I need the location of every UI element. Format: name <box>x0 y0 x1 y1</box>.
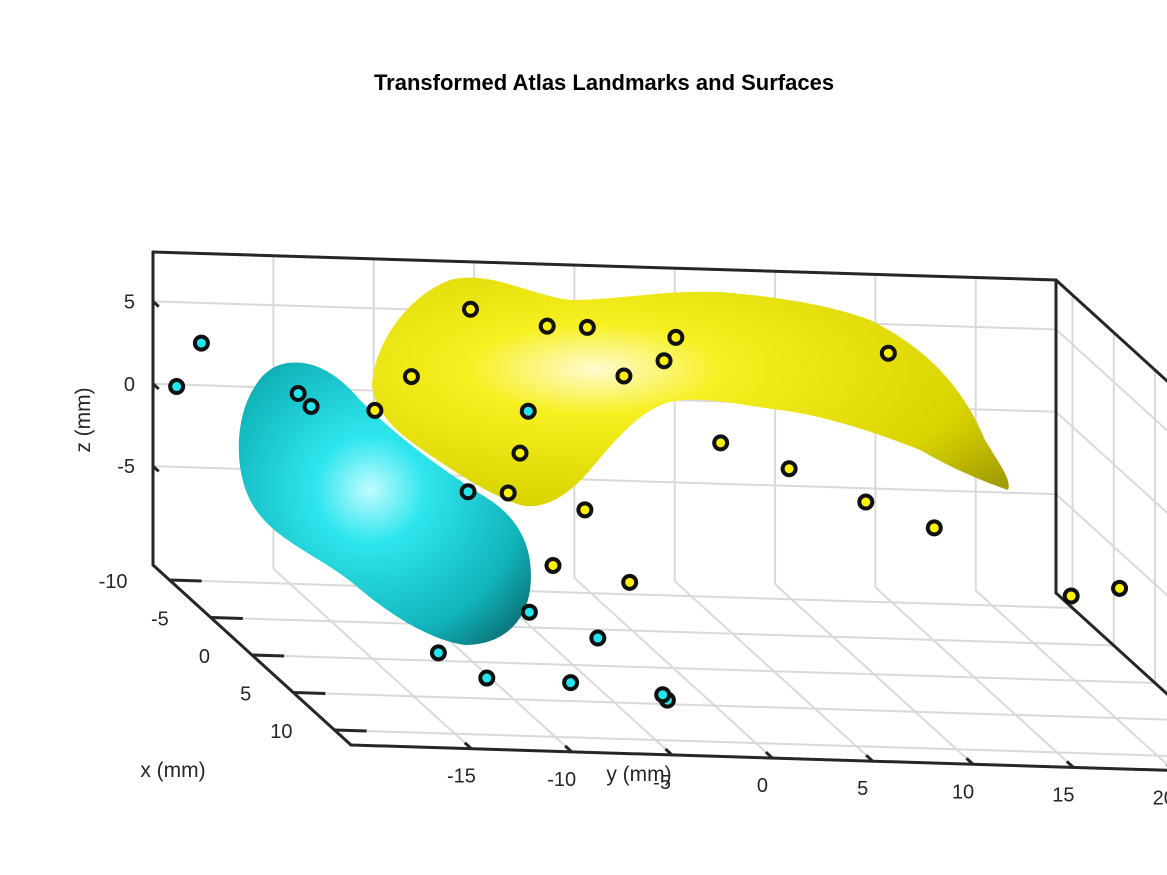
yellow-landmark-point <box>1111 579 1129 597</box>
cyan-surface <box>238 362 531 645</box>
yellow-landmark-point <box>655 352 673 370</box>
yellow-landmark-point <box>879 344 897 362</box>
y-tick-mark <box>1065 760 1075 769</box>
cyan-landmark-point <box>289 385 307 403</box>
axes-box-edge <box>151 250 1058 282</box>
z-tick-label: -5 <box>117 456 135 478</box>
axes-box-edge <box>1054 278 1167 383</box>
chart-title: Transformed Atlas Landmarks and Surfaces <box>374 70 834 95</box>
y-tick-label: -10 <box>547 769 576 791</box>
x-tick-label: 5 <box>240 684 251 706</box>
x-tick-mark <box>210 616 243 620</box>
floor-grid-line <box>272 567 473 750</box>
y-tick-mark <box>664 747 674 757</box>
x-tick-mark <box>251 653 285 658</box>
cyan-landmark-point <box>589 629 607 647</box>
z-tick-mark <box>151 382 160 391</box>
z-axis-label: z (mm) <box>72 387 95 452</box>
y-tick-label: 10 <box>952 781 974 803</box>
cyan-landmark-point <box>478 669 496 687</box>
axes-box-edge <box>1054 591 1167 696</box>
side-wall-grid-line <box>1055 328 1167 432</box>
landmark-points <box>168 300 1129 709</box>
cyan-landmark-point <box>562 674 580 692</box>
x-tick-label: -5 <box>151 609 169 631</box>
cyan-landmark-point <box>168 378 186 396</box>
floor-grid-line <box>293 691 1167 721</box>
cyan-landmark-point <box>429 644 447 662</box>
x-tick-label: -10 <box>99 571 128 593</box>
yellow-landmark-point <box>712 434 730 452</box>
yellow-landmark-point <box>1062 587 1080 605</box>
yellow-landmark-point <box>462 300 479 318</box>
yellow-landmark-point <box>402 368 420 386</box>
z-tick-label: 5 <box>124 291 135 313</box>
floor-grid-line <box>210 616 1114 647</box>
floor-grid-line <box>674 580 874 762</box>
side-wall-grid-line <box>1055 493 1167 597</box>
yellow-landmark-point <box>621 573 639 591</box>
y-axis-label: y (mm) <box>606 763 671 786</box>
floor-grid-line <box>975 589 1167 766</box>
floor-grid-line <box>573 577 774 759</box>
y-tick-label: 20 <box>1153 788 1167 810</box>
x-tick-label: 0 <box>199 646 210 668</box>
yellow-landmark-point <box>925 519 943 537</box>
z-tick-mark <box>151 300 160 308</box>
yellow-surface <box>372 277 1009 507</box>
x-tick-label: 10 <box>270 721 292 743</box>
yellow-landmark-point <box>857 493 875 511</box>
y-tick-label: 0 <box>757 775 768 797</box>
yellow-landmark-point <box>667 328 685 346</box>
yellow-landmark-point <box>366 401 384 419</box>
floor-grid-line <box>874 586 1075 769</box>
cyan-landmark-point <box>302 397 320 415</box>
x-tick-mark <box>334 728 367 733</box>
y-tick-label: -5 <box>653 772 671 794</box>
y-tick-mark <box>564 744 573 753</box>
y-tick-mark <box>764 750 774 760</box>
cyan-landmark-point <box>654 686 672 704</box>
floor-grid-line <box>169 579 1073 609</box>
y-tick-mark <box>463 741 473 750</box>
side-wall-grid-line <box>1055 411 1167 515</box>
yellow-landmark-point <box>576 501 594 519</box>
x-tick-mark <box>169 578 202 583</box>
yellow-landmark-point <box>578 318 596 336</box>
x-tick-mark <box>293 691 326 695</box>
yellow-landmark-point <box>499 484 517 502</box>
cyan-landmark-point <box>519 402 537 420</box>
yellow-landmark-point <box>511 444 529 462</box>
floor-grid-line <box>774 583 974 766</box>
z-tick-mark <box>151 465 160 473</box>
yellow-landmark-point <box>780 460 798 478</box>
z-tick-label: 0 <box>124 374 135 396</box>
y-tick-label: 15 <box>1052 784 1074 806</box>
yellow-landmark-point <box>538 317 556 335</box>
cyan-landmark-point <box>192 334 210 352</box>
y-tick-mark <box>865 754 874 763</box>
y-tick-mark <box>965 757 975 766</box>
y-tick-label: -15 <box>447 766 476 788</box>
y-tick-label: 5 <box>857 778 868 800</box>
x-axis-label: x (mm) <box>140 759 205 782</box>
yellow-landmark-point <box>544 556 562 574</box>
cyan-landmark-point <box>459 483 477 501</box>
yellow-landmark-point <box>615 367 633 385</box>
axis-ticks: -10 -5 0 5 10 -15 -10 -5 0 5 10 15 20 5 0 -5 <box>99 291 1167 810</box>
axes-box-edge <box>349 743 1167 772</box>
cyan-landmark-point <box>520 603 538 621</box>
floor-grid-line <box>334 729 1167 757</box>
floor-grid-line <box>251 654 1156 684</box>
